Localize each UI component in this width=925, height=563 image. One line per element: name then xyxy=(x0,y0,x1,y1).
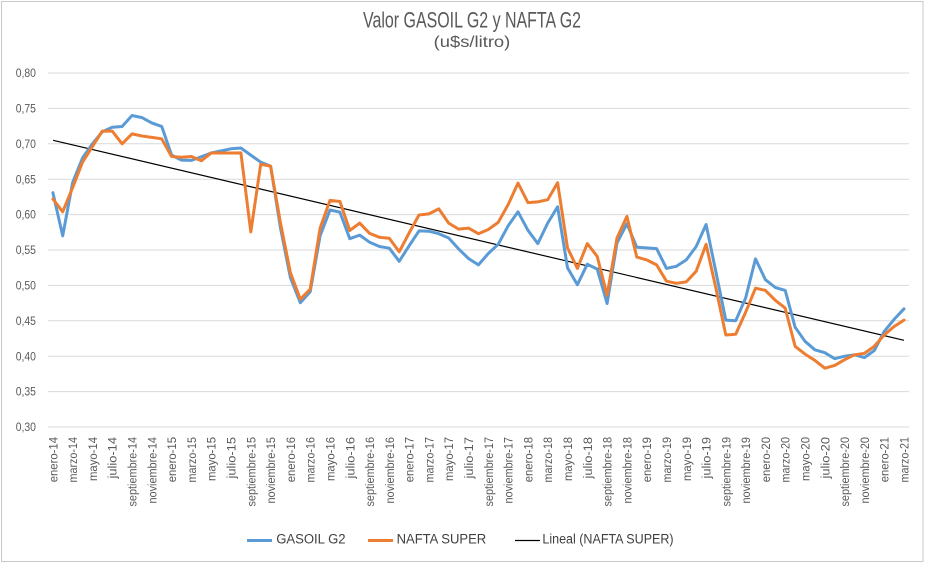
svg-text:enero-15: enero-15 xyxy=(167,437,179,482)
svg-text:0,75: 0,75 xyxy=(16,102,37,116)
svg-text:0,70: 0,70 xyxy=(16,137,37,151)
svg-text:0,60: 0,60 xyxy=(16,208,37,222)
svg-text:marzo-14: marzo-14 xyxy=(68,436,80,482)
svg-text:noviembre-15: noviembre-15 xyxy=(266,437,278,504)
svg-text:mayo-14: mayo-14 xyxy=(88,436,100,481)
svg-text:noviembre-19: noviembre-19 xyxy=(741,437,753,504)
svg-text:noviembre-18: noviembre-18 xyxy=(622,437,634,504)
svg-text:marzo-18: marzo-18 xyxy=(543,437,555,483)
svg-text:septiembre-20: septiembre-20 xyxy=(840,437,852,507)
svg-text:0,80: 0,80 xyxy=(16,66,37,80)
svg-text:enero-21: enero-21 xyxy=(880,437,892,482)
svg-text:julio-15: julio-15 xyxy=(227,437,239,480)
svg-text:GASOIL G2: GASOIL G2 xyxy=(276,532,345,548)
svg-text:marzo-21: marzo-21 xyxy=(900,437,912,483)
svg-text:enero-18: enero-18 xyxy=(523,437,535,482)
svg-text:Valor GASOIL G2 y NAFTA G2: Valor GASOIL G2 y NAFTA G2 xyxy=(363,8,581,33)
svg-text:julio-20: julio-20 xyxy=(820,437,832,480)
svg-text:marzo-15: marzo-15 xyxy=(187,437,199,483)
svg-text:NAFTA SUPER: NAFTA SUPER xyxy=(397,532,487,548)
svg-text:marzo-17: marzo-17 xyxy=(424,437,436,483)
svg-text:septiembre-19: septiembre-19 xyxy=(721,437,733,507)
svg-text:enero-17: enero-17 xyxy=(405,437,417,482)
svg-text:0,35: 0,35 xyxy=(16,385,37,399)
svg-text:julio-17: julio-17 xyxy=(464,437,476,480)
svg-text:noviembre-14: noviembre-14 xyxy=(147,436,159,503)
svg-text:mayo-16: mayo-16 xyxy=(326,437,338,481)
svg-text:0,40: 0,40 xyxy=(16,349,37,363)
svg-text:marzo-16: marzo-16 xyxy=(306,437,318,483)
svg-text:Lineal (NAFTA SUPER): Lineal (NAFTA SUPER) xyxy=(542,532,673,548)
svg-text:marzo-20: marzo-20 xyxy=(781,437,793,483)
svg-text:enero-16: enero-16 xyxy=(286,437,298,482)
svg-text:julio-18: julio-18 xyxy=(583,437,595,480)
svg-text:septiembre-15: septiembre-15 xyxy=(246,437,258,507)
svg-text:0,30: 0,30 xyxy=(16,420,37,434)
svg-text:julio-19: julio-19 xyxy=(702,437,714,480)
svg-text:noviembre-20: noviembre-20 xyxy=(860,437,872,504)
svg-text:0,65: 0,65 xyxy=(16,172,37,186)
svg-text:mayo-19: mayo-19 xyxy=(682,437,694,481)
svg-text:noviembre-17: noviembre-17 xyxy=(504,437,516,504)
svg-text:septiembre-16: septiembre-16 xyxy=(365,437,377,507)
svg-text:0,55: 0,55 xyxy=(16,243,37,257)
svg-text:mayo-17: mayo-17 xyxy=(444,437,456,481)
svg-text:0,50: 0,50 xyxy=(16,279,37,293)
svg-text:0,45: 0,45 xyxy=(16,314,37,328)
svg-text:enero-20: enero-20 xyxy=(761,437,773,482)
svg-text:mayo-18: mayo-18 xyxy=(563,437,575,481)
svg-text:mayo-20: mayo-20 xyxy=(801,437,813,481)
svg-text:enero-14: enero-14 xyxy=(48,436,60,482)
svg-text:marzo-19: marzo-19 xyxy=(662,437,674,483)
svg-text:septiembre-18: septiembre-18 xyxy=(603,437,615,507)
svg-text:mayo-15: mayo-15 xyxy=(207,437,219,481)
svg-text:septiembre-17: septiembre-17 xyxy=(484,437,496,507)
svg-text:(u$s/litro): (u$s/litro) xyxy=(434,34,511,51)
svg-text:julio-14: julio-14 xyxy=(108,436,120,479)
svg-text:septiembre-14: septiembre-14 xyxy=(128,436,140,506)
svg-text:enero-19: enero-19 xyxy=(642,437,654,482)
svg-text:julio-16: julio-16 xyxy=(345,437,357,480)
svg-text:noviembre-16: noviembre-16 xyxy=(385,437,397,504)
